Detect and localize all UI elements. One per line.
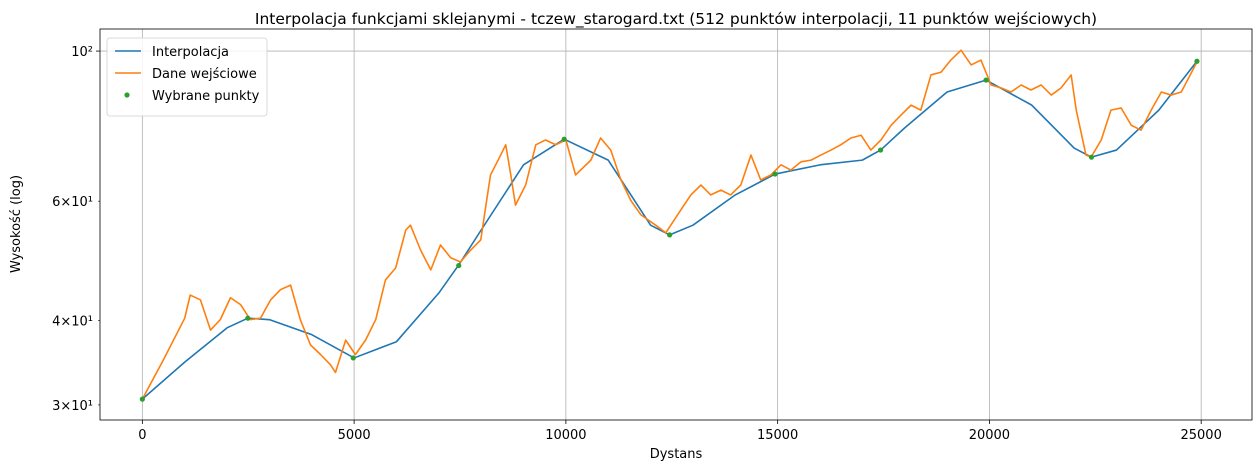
x-tick-label: 15000 — [757, 428, 798, 443]
x-tick-label: 10000 — [545, 428, 586, 443]
series-line — [141, 49, 1199, 400]
data-point — [350, 355, 356, 361]
y-axis-label: Wysokość (log) — [9, 175, 24, 273]
data-point — [877, 147, 884, 153]
plot-frame — [99, 28, 1253, 421]
y-tick-label: 10² — [71, 45, 93, 60]
x-tick-label: 25000 — [1180, 428, 1221, 443]
legend-marker — [124, 92, 130, 98]
legend-label: Dane wejściowe — [152, 67, 257, 82]
data-point — [772, 171, 778, 177]
x-tick-label: 20000 — [969, 428, 1010, 443]
data-point — [667, 232, 673, 238]
data-point — [456, 262, 462, 269]
x-tick-label: 5000 — [338, 428, 371, 443]
legend-box — [106, 37, 268, 117]
data-point — [561, 136, 567, 142]
legend-label: Wybrane punkty — [152, 89, 260, 104]
data-point — [245, 315, 251, 321]
x-tick-label: 0 — [138, 428, 146, 443]
legend-label: Interpolacja — [152, 45, 229, 60]
y-tick-label: 6×10¹ — [52, 195, 93, 210]
data-point — [1088, 154, 1095, 160]
y-tick-label: 3×10¹ — [52, 399, 93, 414]
x-axis-label: Dystans — [650, 447, 703, 462]
chart-title: Interpolacja funkcjami sklejanymi - tcze… — [255, 10, 1097, 29]
data-point — [983, 77, 989, 83]
data-point — [139, 396, 145, 402]
data-point — [1194, 58, 1200, 64]
y-tick-label: 4×10¹ — [52, 314, 93, 329]
